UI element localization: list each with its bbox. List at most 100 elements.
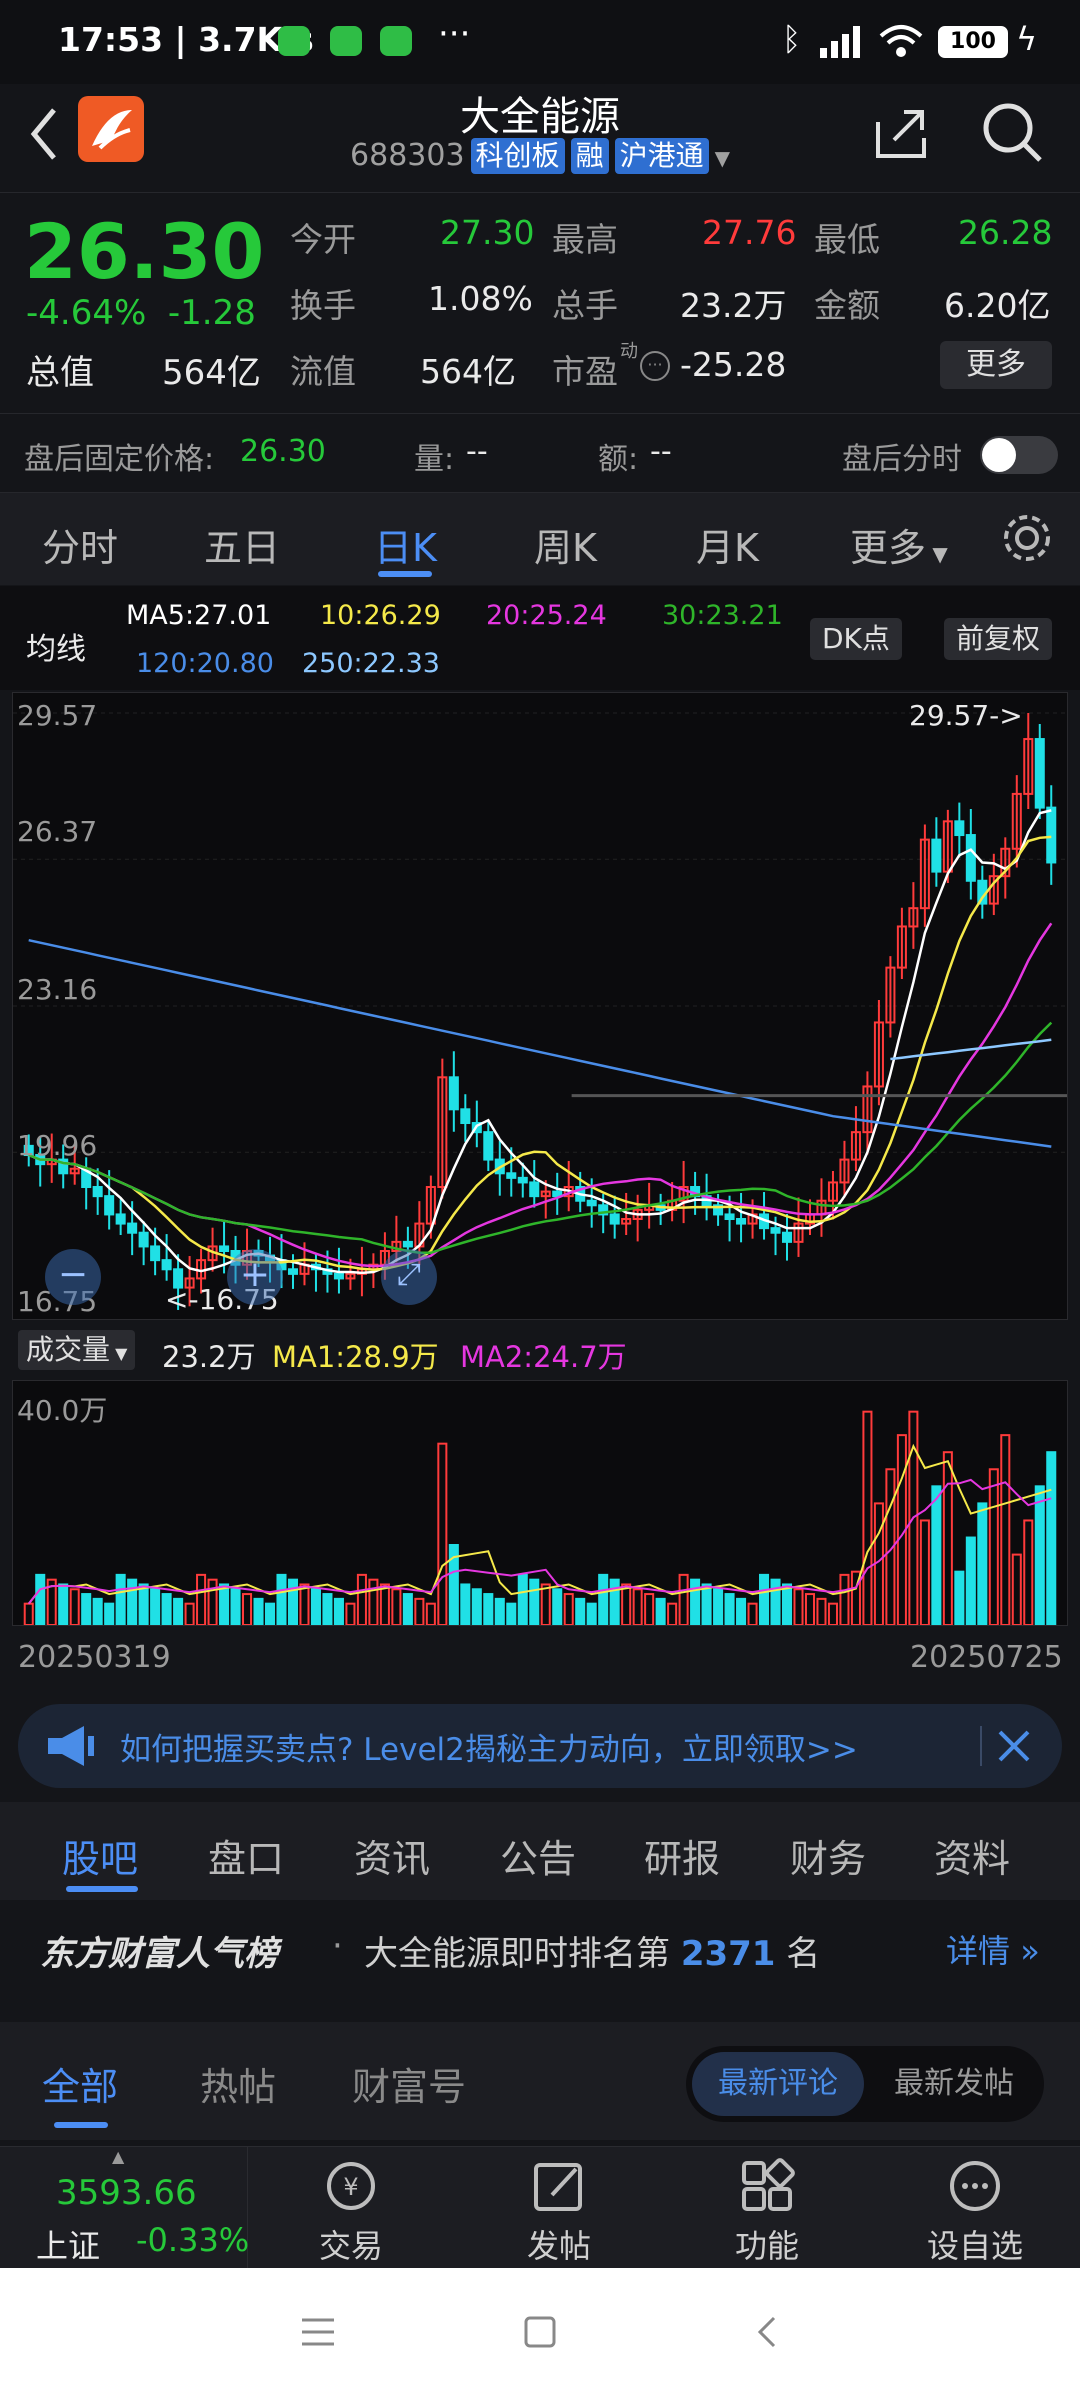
- ma30-value: 30:23.21: [662, 600, 783, 631]
- volume-ma1: MA1:28.9万: [272, 1340, 439, 1374]
- volume-bar: [552, 1588, 563, 1625]
- rank-dot: ·: [332, 1926, 343, 1966]
- tab-weekly-k[interactable]: 周K: [534, 526, 597, 570]
- turnover-label: 换手: [290, 286, 356, 325]
- expand-icon[interactable]: ⤢: [381, 1249, 437, 1305]
- kline-chart[interactable]: 29.57 26.37 23.16 19.96 16.75 29.57-> <-…: [12, 692, 1068, 1320]
- candle-body: [69, 1167, 80, 1175]
- forum-tab-wealth[interactable]: 财富号: [352, 2065, 467, 2109]
- sort-latest-comment[interactable]: 最新评论: [692, 2052, 864, 2116]
- volume-bar: [724, 1593, 735, 1625]
- tab-forum[interactable]: 股吧: [62, 1837, 139, 1881]
- share-icon[interactable]: [870, 102, 932, 164]
- nav-watchlist[interactable]: 设自选: [876, 2147, 1074, 2269]
- more-circle-icon: [950, 2161, 1000, 2211]
- candle-body: [827, 1181, 838, 1202]
- megaphone-icon: [48, 1726, 94, 1766]
- candle-body: [931, 838, 942, 873]
- tab-five-day[interactable]: 五日: [204, 526, 281, 570]
- banner-divider: [980, 1726, 982, 1766]
- ma-legend: 均线 MA5:27.01 10:26.29 20:25.24 30:23.21 …: [0, 586, 1080, 690]
- volume-bar: [816, 1597, 827, 1625]
- dropdown-icon[interactable]: ▼: [714, 146, 730, 170]
- index-ticker[interactable]: ▲ 3593.66 上证 -0.33%: [0, 2147, 250, 2269]
- search-icon[interactable]: [980, 100, 1046, 166]
- settings-icon[interactable]: [1000, 511, 1054, 565]
- tab-monthly-k[interactable]: 月K: [696, 526, 759, 570]
- zoom-out-button[interactable]: −: [45, 1249, 101, 1305]
- volume-bar: [988, 1468, 999, 1625]
- volume-bar: [264, 1602, 276, 1625]
- bluetooth-icon: ᛒ: [782, 20, 802, 58]
- forum-tab-hot[interactable]: 热帖: [200, 2065, 277, 2109]
- index-change: -0.33%: [136, 2221, 250, 2259]
- volume-ma2: MA2:24.7万: [460, 1340, 627, 1374]
- open-value: 27.30: [440, 213, 535, 252]
- tab-news[interactable]: 资讯: [354, 1837, 431, 1881]
- volume-ma1-line: [27, 1443, 1052, 1605]
- volume-bar: [35, 1573, 46, 1625]
- ma-label[interactable]: 均线: [26, 632, 86, 667]
- volume-bar: [1011, 1553, 1022, 1625]
- popularity-rank[interactable]: 东方财富人气榜 · 大全能源即时排名第 2371 名 详情 »: [0, 1900, 1080, 1994]
- volume-bar: [667, 1602, 678, 1625]
- afterhours-toggle[interactable]: [980, 436, 1058, 474]
- candle-body: [184, 1277, 195, 1289]
- index-caret-icon: ▲: [112, 2147, 125, 2166]
- more-button[interactable]: 更多: [940, 341, 1052, 389]
- stock-title: 大全能源: [460, 94, 620, 140]
- candle-body: [1011, 792, 1022, 850]
- forum-tab-all[interactable]: 全部: [42, 2065, 119, 2109]
- app-icon: [330, 26, 362, 56]
- info-icon[interactable]: ···: [640, 351, 670, 381]
- candle-body: [1046, 806, 1057, 864]
- tab-intraday[interactable]: 分时: [42, 526, 119, 570]
- tab-daily-k[interactable]: 日K: [374, 526, 437, 570]
- tab-more[interactable]: 更多 ▼: [850, 526, 948, 570]
- volume-chart[interactable]: 40.0万: [12, 1380, 1068, 1626]
- nav-trade[interactable]: ¥ 交易: [252, 2147, 450, 2269]
- tab-profile[interactable]: 资料: [934, 1837, 1011, 1881]
- volume-bar: [850, 1570, 861, 1625]
- rank-number: 2371: [680, 1934, 776, 1974]
- candle-body: [483, 1131, 494, 1161]
- open-label: 今开: [290, 220, 356, 259]
- adjust-button[interactable]: 前复权: [944, 618, 1053, 660]
- rank-text: 大全能源即时排名第 2371 名: [364, 1934, 821, 1974]
- dk-button[interactable]: DK点: [810, 618, 902, 660]
- sort-latest-post[interactable]: 最新发帖: [894, 2066, 1014, 2101]
- tag-star-market: 科创板: [470, 138, 565, 174]
- promo-banner[interactable]: 如何把握买卖点? Level2揭秘主力动向，立即领取>>: [18, 1704, 1062, 1788]
- rank-detail-link[interactable]: 详情 »: [946, 1932, 1040, 1970]
- back-nav-icon[interactable]: [750, 2314, 786, 2350]
- low-value: 26.28: [958, 213, 1053, 252]
- back-icon[interactable]: [24, 102, 64, 166]
- volume-ma2-line: [27, 1478, 1052, 1605]
- menu-icon[interactable]: [300, 2314, 336, 2350]
- candle-body: [713, 1204, 724, 1216]
- grid-icon: [742, 2158, 795, 2211]
- nav-functions[interactable]: 功能: [668, 2147, 866, 2269]
- volume-bar: [299, 1583, 310, 1625]
- afterhours-row: 盘后固定价格: 26.30 量: -- 额: -- 盘后分时: [0, 414, 1080, 492]
- volume-bar: [713, 1588, 724, 1625]
- candle-body: [1034, 738, 1045, 809]
- tab-financials[interactable]: 财务: [790, 1837, 867, 1881]
- index-value: 3593.66: [56, 2173, 197, 2213]
- volume-bar: [150, 1588, 161, 1625]
- tab-announcements[interactable]: 公告: [500, 1837, 577, 1881]
- y-label-3: 23.16: [17, 973, 98, 1006]
- volume-bar: [92, 1597, 103, 1625]
- tab-research[interactable]: 研报: [644, 1837, 721, 1881]
- chart-tabs: 分时 五日 日K 周K 月K 更多 ▼: [0, 493, 1080, 585]
- zoom-in-button[interactable]: +: [227, 1249, 283, 1305]
- volume-selector[interactable]: 成交量 ▼: [18, 1330, 136, 1370]
- home-icon[interactable]: [522, 2314, 558, 2350]
- close-icon[interactable]: [996, 1728, 1032, 1764]
- candle-body: [919, 838, 930, 910]
- nav-post[interactable]: 发帖: [460, 2147, 658, 2269]
- afterhours-toggle-label: 盘后分时: [842, 442, 962, 477]
- amount-label: 金额: [814, 286, 880, 325]
- volume-bar: [345, 1602, 356, 1625]
- tab-orderbook[interactable]: 盘口: [208, 1837, 285, 1881]
